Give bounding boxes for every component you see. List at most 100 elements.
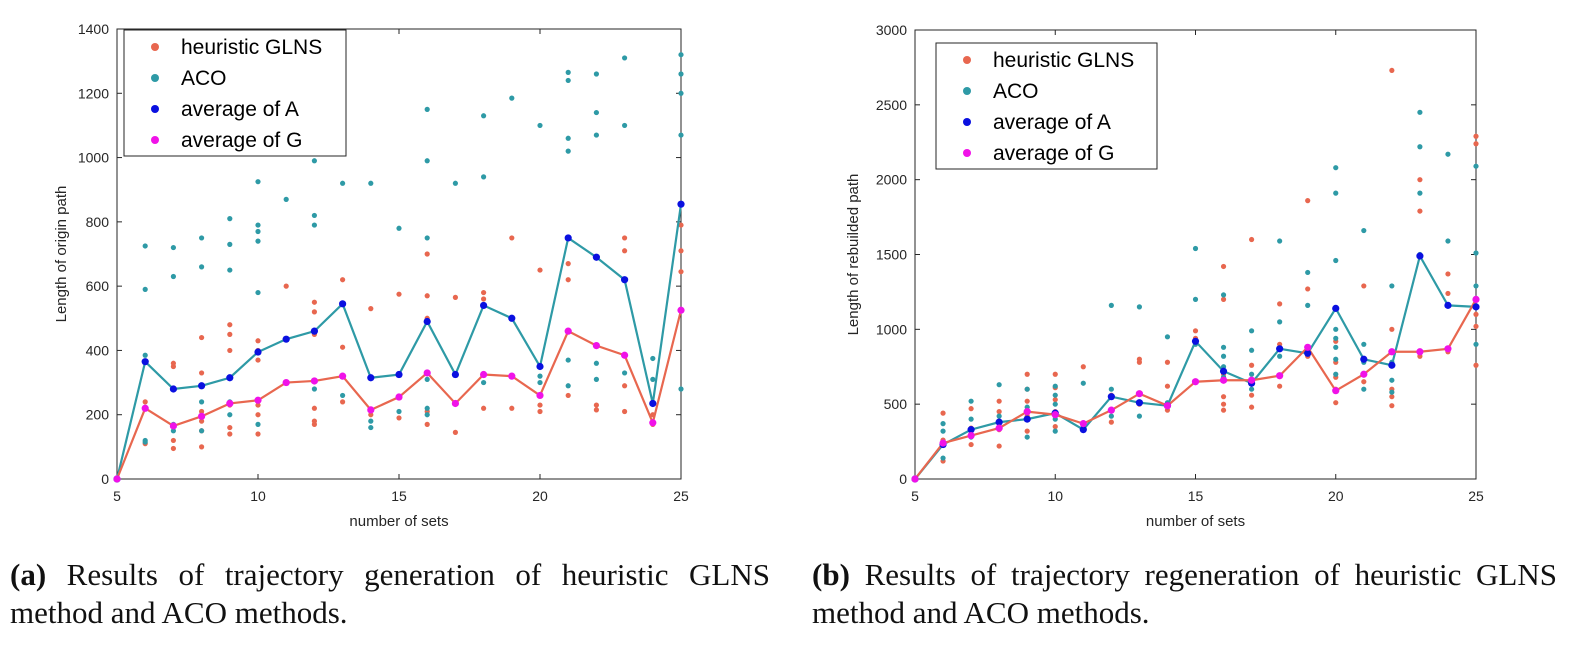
data-point — [1473, 311, 1479, 317]
caption-a-tag: (a) — [10, 557, 47, 592]
average-marker — [967, 431, 975, 440]
average-marker — [451, 370, 459, 379]
data-point — [1164, 334, 1171, 340]
average-marker — [254, 396, 262, 404]
average-marker — [1416, 252, 1424, 260]
average-marker — [226, 374, 234, 382]
data-point — [170, 273, 176, 280]
data-point — [311, 386, 317, 392]
data-point — [1220, 344, 1227, 350]
data-point — [255, 357, 261, 363]
data-point — [996, 409, 1002, 415]
average-marker — [339, 300, 347, 308]
x-axis-label: number of sets — [1146, 513, 1245, 530]
data-point — [1333, 257, 1339, 264]
data-point — [368, 418, 374, 424]
data-point — [1052, 392, 1058, 398]
legend-marker — [151, 105, 159, 113]
data-point — [1108, 413, 1114, 419]
data-point — [678, 90, 684, 96]
average-marker — [967, 426, 975, 434]
data-point — [1164, 383, 1171, 389]
data-point — [565, 383, 571, 389]
data-point — [1361, 227, 1367, 234]
average-marker — [1304, 343, 1312, 351]
data-point — [481, 174, 487, 180]
average-marker — [1276, 345, 1284, 353]
average-marker — [395, 370, 403, 379]
data-point — [565, 135, 571, 141]
average-marker — [1191, 337, 1200, 345]
x-tick-label: 20 — [1328, 488, 1344, 504]
average-marker — [282, 378, 290, 387]
y-tick-label: 0 — [101, 471, 109, 487]
average-marker — [1332, 304, 1340, 312]
data-point — [565, 148, 571, 154]
average-marker — [310, 327, 318, 335]
data-point — [1136, 356, 1142, 362]
x-tick-label: 25 — [673, 488, 689, 504]
y-tick-label: 1200 — [78, 85, 109, 101]
data-point — [565, 277, 571, 283]
data-point — [622, 235, 628, 241]
data-point — [170, 363, 176, 370]
y-axis-label: Length of origin path — [53, 186, 70, 323]
average-marker — [1360, 370, 1368, 378]
data-point — [1305, 198, 1311, 204]
average-marker — [1107, 393, 1115, 401]
average-marker — [995, 424, 1003, 432]
average-marker — [1219, 367, 1228, 375]
average-marker — [536, 362, 544, 371]
data-point — [1389, 377, 1395, 383]
data-point — [199, 428, 205, 434]
data-point — [255, 222, 261, 228]
average-marker — [1360, 355, 1368, 363]
data-point — [481, 405, 487, 411]
data-point — [593, 132, 600, 138]
legend: heuristic GLNS ACO average of A average of … — [123, 29, 347, 157]
data-point — [1445, 238, 1451, 244]
data-point — [593, 402, 600, 408]
average-marker — [1135, 390, 1143, 398]
average-marker — [1388, 348, 1396, 356]
data-point — [1333, 165, 1339, 171]
x-axis-label: number of sets — [349, 513, 448, 530]
data-point — [1473, 141, 1479, 147]
data-point — [481, 113, 487, 119]
data-point — [255, 179, 261, 185]
data-point — [1417, 190, 1423, 196]
average-marker — [367, 406, 375, 414]
data-point — [968, 441, 974, 448]
data-point — [1361, 386, 1367, 392]
average-marker — [592, 253, 601, 261]
data-point — [199, 399, 205, 405]
legend-label: heuristic GLNS — [993, 49, 1134, 72]
data-point — [227, 267, 233, 273]
data-point — [996, 443, 1002, 449]
caption-b-text: Results of trajectory regeneration of he… — [812, 557, 1557, 630]
data-point — [1192, 245, 1199, 252]
data-point — [1220, 394, 1227, 400]
data-point — [255, 338, 261, 344]
data-point — [678, 386, 684, 392]
average-marker — [113, 475, 121, 483]
data-point — [678, 71, 684, 77]
series-heuristic-glns — [142, 222, 684, 452]
legend-box — [123, 29, 347, 157]
data-point — [255, 289, 261, 296]
data-point — [368, 180, 374, 186]
data-point — [199, 334, 205, 341]
data-point — [565, 77, 571, 84]
x-tick-label: 10 — [250, 488, 266, 504]
data-point — [227, 412, 233, 418]
data-point — [1220, 353, 1227, 359]
average-marker — [423, 369, 431, 377]
data-point — [678, 269, 684, 275]
average-marker — [621, 276, 629, 284]
average-marker — [451, 399, 459, 408]
average-marker — [339, 372, 347, 380]
data-point — [396, 415, 402, 421]
legend: heuristic GLNS ACO average of A average of … — [935, 42, 1158, 170]
average-marker — [310, 377, 318, 385]
y-tick-label: 0 — [899, 471, 907, 487]
